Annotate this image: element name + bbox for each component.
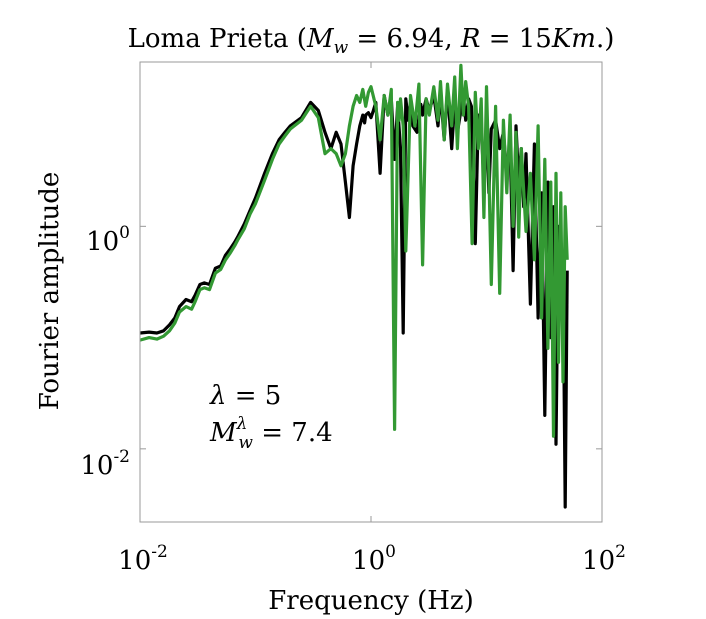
x-axis-label: Frequency (Hz) (268, 586, 474, 616)
chart-title: Loma Prieta (Mw = 6.94, R = 15Km.) (128, 24, 615, 58)
x-tick-label-0: 10-2 (118, 542, 168, 576)
annotation-lambda: λ = 5 (209, 381, 281, 411)
plot-background (140, 62, 602, 522)
x-tick-label-2: 102 (582, 542, 626, 576)
y-axis-label: Fourier amplitude (35, 172, 65, 411)
y-tick-label-1: 10-2 (80, 447, 130, 481)
annotation-magnitude: Mλ w = 7.4 (209, 414, 333, 453)
series-layer (140, 63, 569, 509)
y-tick-label-0: 100 (86, 223, 130, 257)
series-line-modified (140, 63, 569, 438)
tick-marks (139, 62, 603, 522)
x-tick-label-1: 100 (352, 542, 396, 576)
